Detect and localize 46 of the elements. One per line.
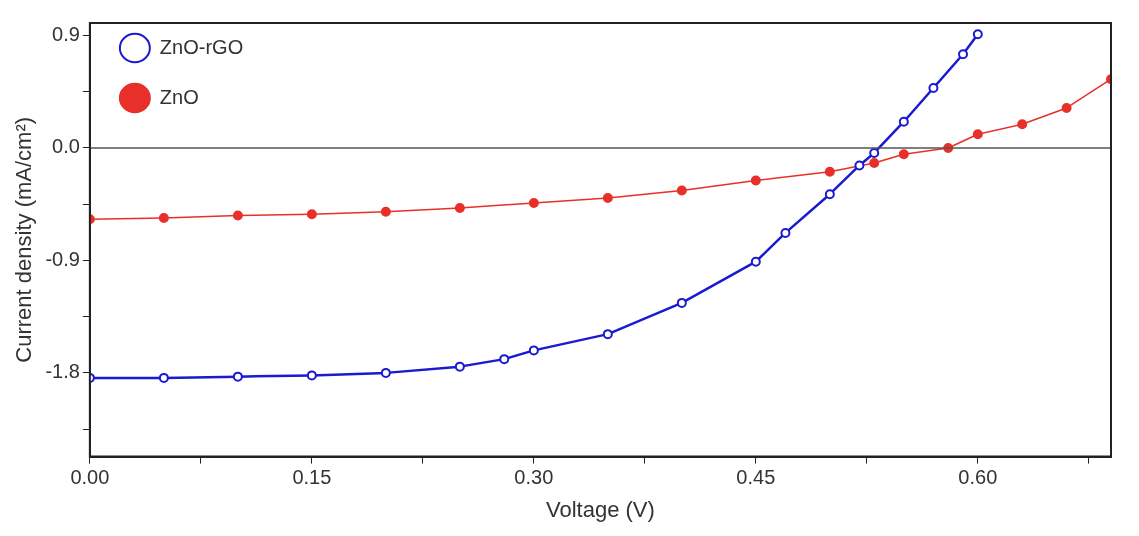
point (1017, 119, 1028, 130)
point (676, 297, 687, 308)
y-tick-label: 0.0 (52, 135, 80, 158)
point (602, 329, 613, 340)
legend-label: ZnO-rGO (159, 35, 244, 58)
point (306, 370, 317, 381)
point (528, 197, 539, 208)
point (454, 202, 465, 213)
y-tick-label: -0.9 (45, 247, 80, 270)
point (528, 345, 539, 356)
point (1061, 102, 1072, 113)
point (232, 210, 243, 221)
x-tick-label: 0.60 (958, 466, 998, 489)
x-tick-label: 0.45 (736, 466, 776, 489)
y-tick-label: 0.9 (52, 23, 80, 46)
point (380, 206, 391, 217)
point (972, 29, 983, 40)
point (380, 367, 391, 378)
y-axis-title: Current density (mA/cm²) (11, 116, 37, 363)
point (824, 189, 835, 200)
x-tick-label: 0.15 (292, 466, 332, 489)
legend-label: ZnO (159, 85, 199, 108)
point (928, 82, 939, 93)
point (824, 166, 835, 177)
point (750, 256, 761, 267)
point (898, 116, 909, 127)
point (158, 212, 169, 223)
point (854, 160, 865, 171)
point (958, 49, 969, 60)
point (602, 192, 613, 203)
y-tick-label: -1.8 (45, 360, 80, 383)
x-axis-title: Voltage (V) (546, 496, 655, 522)
point (898, 149, 909, 160)
point (499, 354, 510, 365)
point (454, 361, 465, 372)
point (158, 372, 169, 383)
point (306, 209, 317, 220)
point (869, 157, 880, 168)
point (750, 175, 761, 186)
point (780, 227, 791, 238)
point (232, 371, 243, 382)
x-tick-label: 0.00 (70, 466, 110, 489)
x-tick-label: 0.30 (514, 466, 554, 489)
point (972, 129, 983, 140)
point (676, 185, 687, 196)
point (869, 147, 880, 158)
